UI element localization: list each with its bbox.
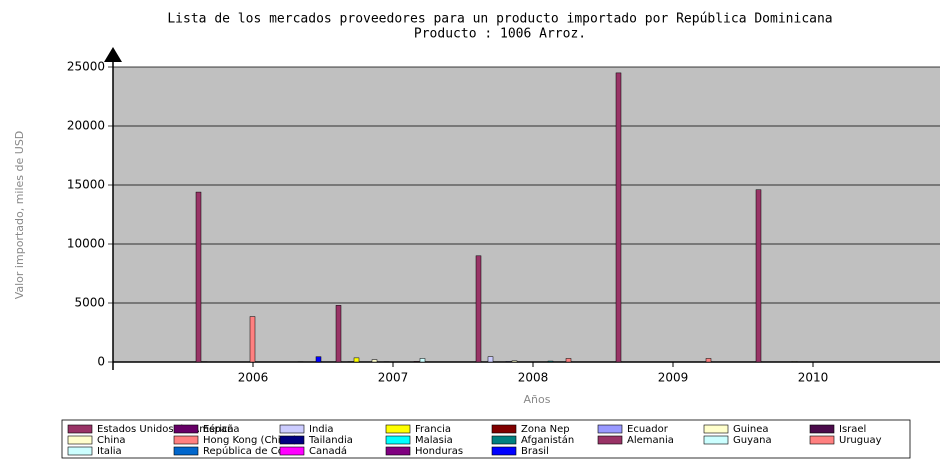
bar [705, 358, 712, 363]
legend-label: Guinea [733, 424, 768, 435]
legend-swatch [491, 424, 517, 434]
legend-swatch [173, 424, 199, 434]
y-tick-label: 5000 [74, 296, 105, 310]
legend-swatch [597, 435, 623, 445]
legend-swatch [491, 446, 517, 456]
bar [249, 316, 256, 363]
legend-label: Brasil [521, 446, 549, 457]
x-tick-label: 2006 [238, 371, 269, 385]
legend-label: Israel [839, 424, 866, 435]
x-tick-label: 2009 [658, 371, 689, 385]
legend-label: Zona Nep [521, 424, 570, 435]
legend-swatch [67, 424, 93, 434]
bar [419, 358, 426, 363]
y-axis-label: Valor importado, miles de USD [13, 131, 26, 300]
y-tick-label: 10000 [67, 237, 105, 251]
bar [475, 255, 482, 363]
y-tick-label: 15000 [67, 178, 105, 192]
bar [353, 357, 360, 363]
legend-label: Canadá [309, 445, 347, 457]
legend-swatch [279, 446, 305, 456]
legend-swatch [385, 446, 411, 456]
legend-swatch [809, 435, 835, 445]
legend-label: Tailandia [308, 435, 353, 446]
legend-swatch [491, 435, 517, 445]
bar [315, 356, 322, 363]
legend-label: China [97, 435, 126, 446]
bar [511, 360, 518, 363]
x-tick-label: 2007 [378, 371, 409, 385]
legend-swatch [385, 424, 411, 434]
legend [61, 419, 911, 459]
x-axis-label: Años [524, 393, 551, 406]
chart-title: Lista de los mercados proveedores para u… [167, 12, 832, 27]
legend-swatch [67, 446, 93, 456]
bar [547, 360, 554, 363]
legend-swatch [173, 446, 199, 456]
legend-label: Ecuador [627, 424, 669, 435]
bar [487, 356, 494, 363]
legend-swatch [597, 424, 623, 434]
bar [755, 189, 762, 363]
bar [791, 361, 798, 363]
chart-subtitle: Producto : 1006 Arroz. [414, 27, 586, 42]
bar [335, 305, 342, 363]
legend-label: Afganistán [521, 434, 574, 446]
x-tick-label: 2010 [798, 371, 829, 385]
legend-label: Estados Unidos de América [97, 423, 234, 435]
y-tick-label: 20000 [67, 119, 105, 133]
legend-swatch [67, 435, 93, 445]
legend-swatch [385, 435, 411, 445]
bar [615, 72, 622, 363]
legend-label: Honduras [415, 446, 463, 457]
y-tick-label: 0 [97, 355, 105, 369]
y-tick-label: 25000 [67, 60, 105, 74]
legend-swatch [703, 424, 729, 434]
legend-label: India [309, 424, 334, 435]
legend-label: Alemania [627, 435, 674, 446]
legend-label: España [203, 424, 239, 435]
legend-swatch [279, 424, 305, 434]
legend-label: Guyana [733, 435, 772, 446]
plot-area [113, 67, 940, 362]
y-axis-arrow [104, 47, 122, 62]
legend-label: República de Corea [203, 445, 300, 457]
x-tick-label: 2008 [518, 371, 549, 385]
legend-label: Italia [97, 446, 122, 457]
bar [371, 359, 378, 363]
legend-label: Malasia [415, 435, 453, 446]
bar [505, 361, 512, 363]
bar [413, 361, 420, 363]
legend-swatch [809, 424, 835, 434]
bar [195, 191, 202, 363]
legend-label: Uruguay [839, 435, 882, 446]
bar [565, 358, 572, 363]
legend-label: Francia [415, 424, 451, 435]
legend-swatch [703, 435, 729, 445]
legend-swatch [279, 435, 305, 445]
legend-label: Hong Kong (China) [203, 435, 297, 446]
legend-swatch [173, 435, 199, 445]
